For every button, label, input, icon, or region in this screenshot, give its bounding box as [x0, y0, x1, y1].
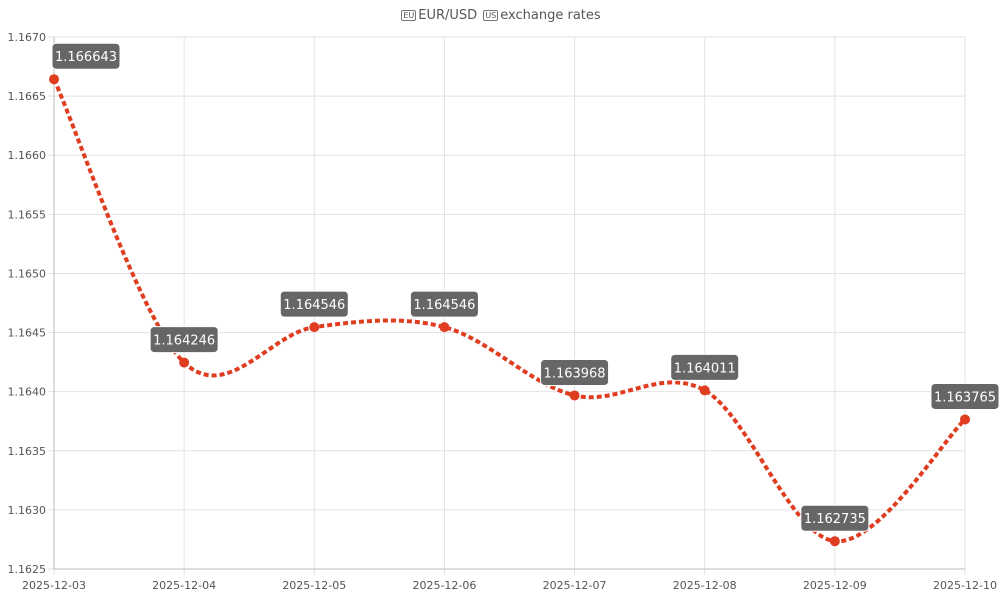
data-point — [699, 385, 710, 396]
data-point — [829, 536, 840, 547]
data-label: 1.164546 — [413, 298, 475, 313]
x-tick-label: 2025-12-05 — [282, 579, 346, 592]
data-label-box — [409, 290, 479, 318]
title-text: exchange rates — [500, 8, 601, 23]
data-point — [569, 390, 580, 401]
data-point — [309, 322, 320, 333]
y-tick-label: 1.1650 — [8, 267, 47, 280]
data-label: 1.163765 — [934, 390, 996, 405]
data-label: 1.162735 — [804, 512, 866, 527]
data-label-box — [930, 382, 1000, 410]
y-tick-label: 1.1670 — [8, 31, 47, 44]
y-tick-label: 1.1625 — [8, 563, 47, 576]
eu-flag-icon: EU — [401, 10, 417, 21]
data-label: 1.164011 — [674, 361, 736, 376]
data-point — [179, 357, 190, 368]
data-point — [49, 74, 59, 85]
x-tick-label: 2025-12-06 — [412, 579, 476, 592]
x-tick-label: 2025-12-04 — [152, 579, 216, 592]
data-point — [439, 322, 450, 333]
data-label: 1.164546 — [283, 298, 345, 313]
chart-title: EU EUR/USD US exchange rates — [0, 8, 1000, 23]
data-label: 1.163968 — [544, 366, 606, 381]
title-pair: EUR/USD — [418, 8, 478, 23]
y-tick-label: 1.1660 — [8, 149, 47, 162]
y-tick-label: 1.1665 — [8, 90, 47, 103]
data-label: 1.164246 — [153, 334, 215, 349]
x-tick-label: 2025-12-09 — [803, 579, 867, 592]
data-label: 1.166643 — [55, 50, 117, 65]
y-tick-label: 1.1645 — [8, 327, 47, 340]
data-label-box — [540, 358, 610, 386]
x-tick-label: 2025-12-10 — [933, 579, 997, 592]
y-tick-label: 1.1635 — [8, 445, 47, 458]
data-label-box — [800, 504, 870, 532]
y-tick-label: 1.1640 — [8, 386, 47, 399]
data-label-box — [670, 353, 740, 381]
x-tick-label: 2025-12-03 — [22, 579, 86, 592]
series-line — [52, 78, 967, 544]
data-label-box — [51, 42, 121, 70]
data-label-box — [149, 326, 219, 354]
data-point — [960, 414, 970, 425]
y-tick-label: 1.1655 — [8, 208, 47, 221]
us-flag-icon: US — [483, 10, 499, 21]
data-label-box — [279, 290, 349, 318]
y-tick-label: 1.1630 — [8, 504, 47, 517]
x-tick-label: 2025-12-08 — [673, 579, 737, 592]
x-tick-label: 2025-12-07 — [543, 579, 607, 592]
